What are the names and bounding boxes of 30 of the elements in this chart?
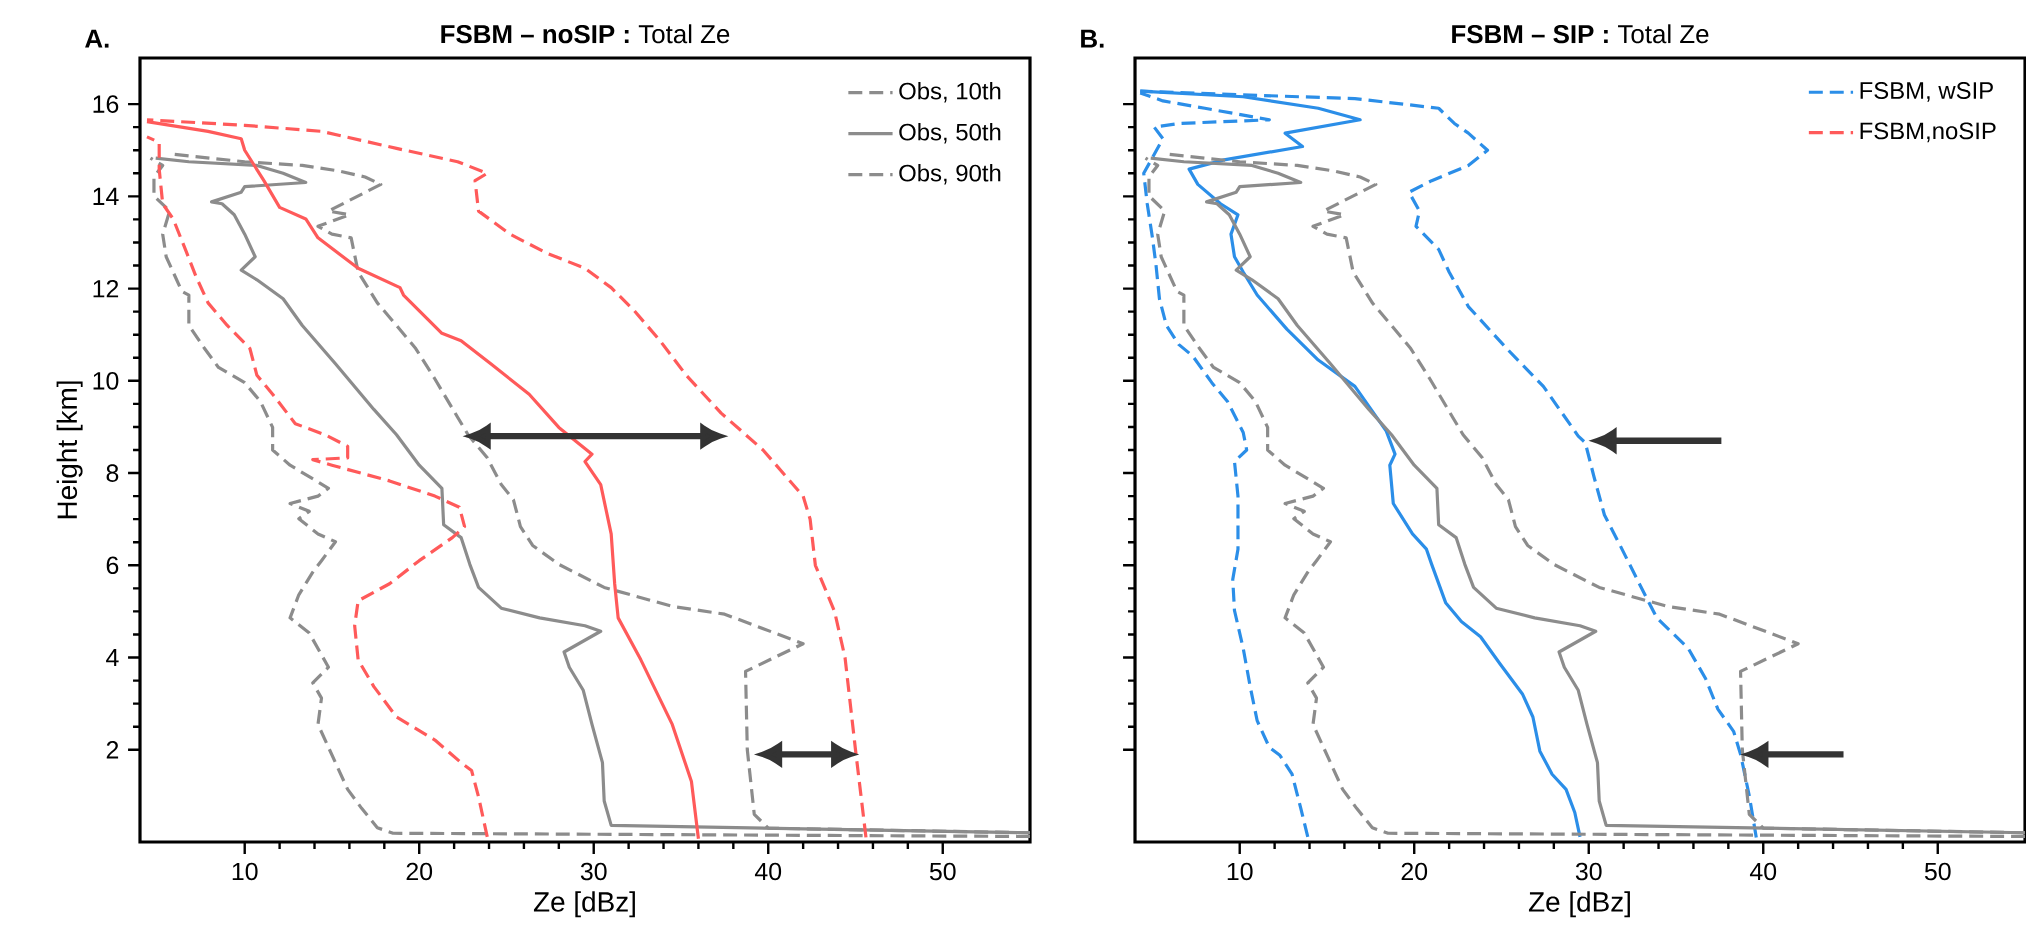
y-axis-title: Height [km] (56, 381, 83, 519)
x-tick-label: 30 (580, 862, 607, 881)
y-tick-label: 4 (106, 648, 119, 667)
x-tick-label: 50 (1924, 862, 1951, 881)
y-tick-label: 14 (93, 187, 119, 205)
chart-title: FSBM – noSIP : Total Ze (441, 24, 730, 44)
legend-label: FSBM, wSIP (1860, 82, 1993, 102)
y-tick-label: 12 (93, 279, 119, 298)
x-tick-label: 20 (1401, 862, 1428, 881)
x-tick-label: 40 (754, 862, 782, 881)
legend-label: Obs, 90th (899, 164, 1001, 185)
y-tick-label: 2 (106, 741, 119, 759)
y-tick-label: 16 (93, 95, 119, 113)
x-tick-label: 40 (1749, 862, 1777, 881)
x-axis-title: Ze [dBz] (533, 891, 635, 918)
text: A. (85, 29, 109, 48)
chart-title: FSBM – SIP : Total Ze (1452, 24, 1709, 44)
x-axis-title: Ze [dBz] (1528, 891, 1630, 918)
x-tick-label: 30 (1575, 862, 1602, 881)
legend-label: FSBM,noSIP (1860, 122, 1996, 143)
x-tick-label: 50 (929, 862, 956, 881)
legend-label: Obs, 50th (899, 123, 1001, 144)
y-tick-label: 8 (106, 464, 119, 482)
x-tick-label: 10 (1227, 862, 1253, 881)
y-tick-label: 6 (106, 556, 119, 575)
x-tick-label: 20 (406, 862, 433, 881)
x-tick-label: 10 (232, 862, 258, 881)
legend-label: Obs, 10th (899, 82, 1001, 103)
text: B. (1081, 29, 1104, 48)
y-tick-label: 10 (93, 372, 119, 390)
